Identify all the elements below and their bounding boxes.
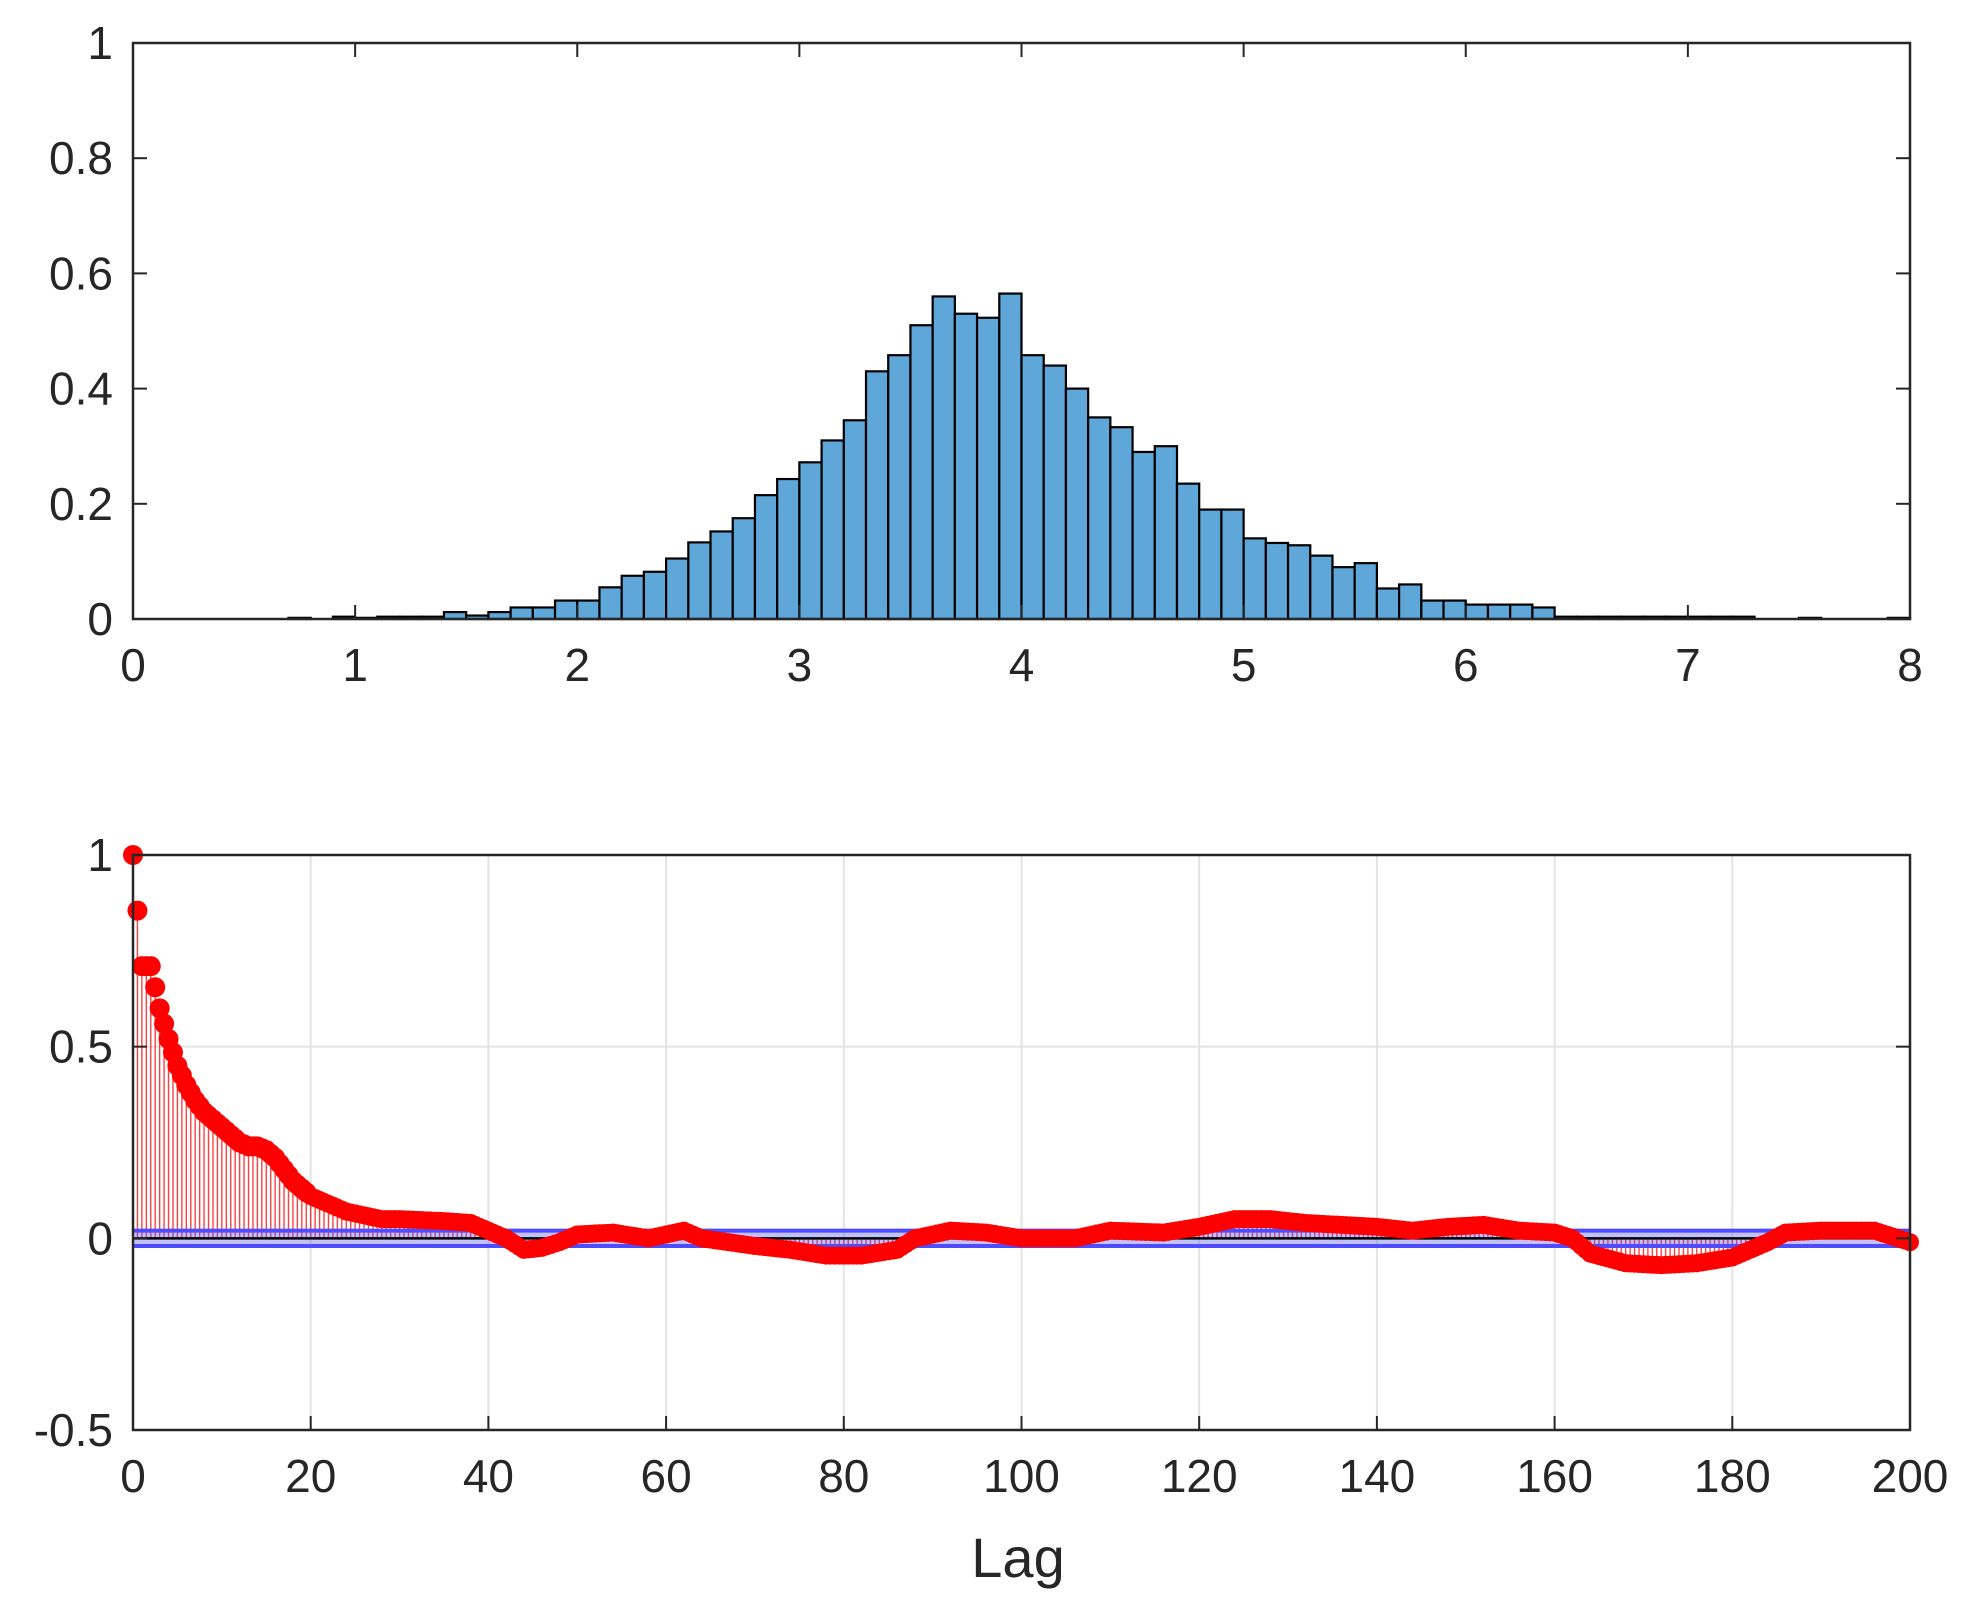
acf-x-tick-label: 200 xyxy=(1872,1450,1949,1502)
histogram-bar xyxy=(1442,599,1467,621)
acf-marker xyxy=(145,977,166,998)
histogram-y-tick-label: 1 xyxy=(87,17,113,69)
histogram-bar xyxy=(953,312,979,621)
histogram-bar xyxy=(1220,508,1245,621)
histogram-bar xyxy=(1353,562,1378,621)
histogram-bar xyxy=(1242,537,1267,621)
acf-marker xyxy=(140,956,161,977)
acf-marker xyxy=(127,900,148,921)
histogram-bar xyxy=(931,295,956,621)
histogram-bar xyxy=(642,570,668,621)
acf-y-ticks: -0.5 0 0.5 1 xyxy=(34,829,1910,1456)
acf-x-tick-label: 160 xyxy=(1516,1450,1593,1502)
histogram-bar xyxy=(975,316,1001,621)
histogram-axes: 0 1 2 3 4 5 6 7 8 0 0.2 0.4 0.6 0.8 1 xyxy=(49,17,1923,691)
histogram-x-ticks: 0 1 2 3 4 5 6 7 8 xyxy=(120,43,1923,691)
histogram-bar xyxy=(798,461,823,621)
histogram-bar xyxy=(1064,387,1090,621)
histogram-bar xyxy=(1042,364,1068,621)
histogram-y-tick-label: 0.2 xyxy=(49,478,113,530)
histogram-bar xyxy=(1087,416,1112,621)
histogram-y-tick-label: 0.4 xyxy=(49,363,113,415)
acf-marker xyxy=(149,998,170,1019)
histogram-bar xyxy=(687,541,712,621)
histogram-x-tick-label: 8 xyxy=(1897,639,1923,691)
histogram-y-tick-label: 0.6 xyxy=(49,247,113,299)
histogram-bar xyxy=(887,354,912,621)
acf-x-tick-label: 20 xyxy=(285,1450,336,1502)
histogram-bar xyxy=(576,599,601,621)
histogram-bar xyxy=(776,477,801,621)
histogram-y-tick-label: 0 xyxy=(87,593,113,645)
histogram-bar xyxy=(598,586,623,621)
acf-x-tick-label: 60 xyxy=(641,1450,692,1502)
acf-x-tick-label: 120 xyxy=(1161,1450,1238,1502)
acf-y-tick-label: 1 xyxy=(87,829,113,881)
histogram-x-tick-label: 3 xyxy=(787,639,813,691)
histogram-bar xyxy=(1131,450,1156,621)
histogram-bar xyxy=(864,370,890,621)
histogram-y-tick-label: 0.8 xyxy=(49,132,113,184)
histogram-bar xyxy=(1375,587,1401,621)
acf-axes: 0 20 40 60 80 100 120 140 160 180 200 -0.500.51 La… xyxy=(34,829,1949,1589)
histogram-bar xyxy=(553,599,579,621)
histogram-bar xyxy=(1198,508,1223,621)
histogram-bars xyxy=(287,292,1912,621)
histogram-bar xyxy=(842,419,868,621)
histogram-bar xyxy=(664,557,690,621)
acf-x-tick-label: 140 xyxy=(1339,1450,1416,1502)
histogram-bar xyxy=(531,606,557,621)
histogram-bar xyxy=(1509,603,1534,621)
histogram-x-tick-label: 0 xyxy=(120,639,146,691)
acf-marker xyxy=(154,1013,175,1034)
histogram-bar xyxy=(1420,599,1445,621)
acf-x-tick-label: 0 xyxy=(120,1450,146,1502)
histogram-bar xyxy=(509,606,534,621)
histogram-bar xyxy=(731,517,757,621)
histogram-x-tick-label: 4 xyxy=(1009,639,1035,691)
histogram-x-tick-label: 5 xyxy=(1231,639,1257,691)
histogram-bar xyxy=(1264,541,1290,621)
histogram-bar xyxy=(998,292,1023,621)
histogram-bar xyxy=(620,574,645,621)
histogram-bar xyxy=(820,439,845,621)
acf-x-axis-label: Lag xyxy=(971,1526,1064,1589)
histogram-x-tick-label: 1 xyxy=(342,639,368,691)
histogram-bar xyxy=(1020,354,1045,621)
histogram-bar xyxy=(909,324,934,621)
acf-y-tick-label: -0.5 xyxy=(34,1404,113,1456)
acf-x-tick-label: 80 xyxy=(818,1450,869,1502)
histogram-bar xyxy=(1153,445,1179,621)
histogram-bar xyxy=(753,494,779,621)
histogram-bar xyxy=(1486,603,1512,621)
acf-x-tick-label: 180 xyxy=(1694,1450,1771,1502)
histogram-x-tick-label: 7 xyxy=(1675,639,1701,691)
histogram-x-tick-label: 2 xyxy=(564,639,590,691)
acf-y-tick-label: 0 xyxy=(87,1212,113,1264)
histogram-bar xyxy=(1464,603,1490,621)
acf-y-tick-label: 0.5 xyxy=(49,1021,113,1073)
histogram-y-ticks: 0 0.2 0.4 0.6 0.8 1 xyxy=(49,17,1910,645)
acf-markers xyxy=(123,845,1919,1275)
histogram-bar xyxy=(709,530,734,621)
histogram-bar xyxy=(1309,554,1334,621)
histogram-x-tick-label: 6 xyxy=(1453,639,1479,691)
histogram-bar xyxy=(1175,482,1201,621)
histogram-bar xyxy=(1331,566,1356,621)
acf-x-tick-label: 100 xyxy=(983,1450,1060,1502)
histogram-bar xyxy=(1286,544,1312,621)
acf-x-ticks: 0 20 40 60 80 100 120 140 160 180 200 xyxy=(120,1416,1948,1502)
histogram-bar xyxy=(1531,606,1556,621)
histogram-bar xyxy=(1398,583,1423,621)
histogram-bar xyxy=(1109,426,1134,621)
acf-x-tick-label: 40 xyxy=(463,1450,514,1502)
